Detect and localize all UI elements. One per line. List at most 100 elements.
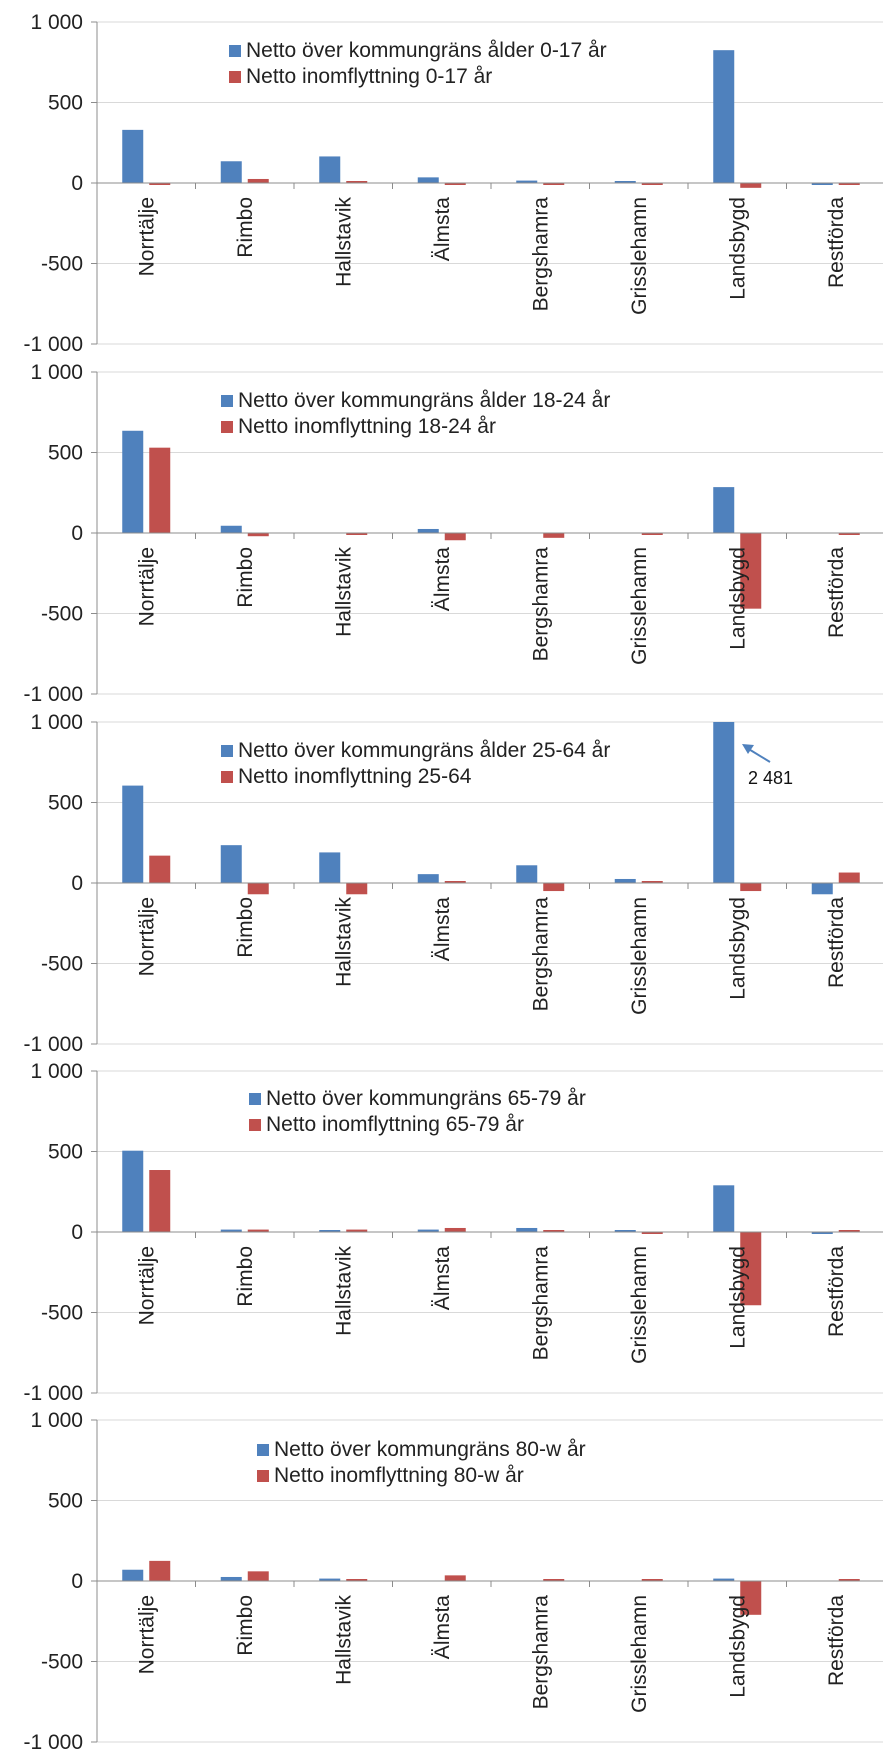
- bar-inomflyttning: [740, 183, 762, 188]
- legend-label: Netto över kommungräns ålder 18-24 år: [238, 389, 610, 412]
- x-category-label: Älmsta: [431, 197, 454, 262]
- annotation-label: 2 481: [748, 768, 793, 788]
- bar-kommungrans: [220, 525, 242, 533]
- y-tick-label: 0: [71, 1221, 83, 1244]
- x-category-label: Norrtälje: [135, 197, 158, 276]
- legend-label: Netto inomflyttning 65-79 år: [266, 1113, 524, 1136]
- bar-inomflyttning: [740, 1581, 762, 1615]
- x-category-label: Norrtälje: [135, 1595, 158, 1674]
- legend-swatch: [257, 1444, 269, 1456]
- bar-kommungrans: [417, 874, 439, 883]
- bar-kommungrans: [319, 156, 341, 183]
- x-category-label: Norrtälje: [135, 1246, 158, 1325]
- legend-label: Netto inomflyttning 80-w år: [274, 1464, 524, 1487]
- x-category-label: Älmsta: [431, 547, 454, 612]
- bar-kommungrans: [122, 785, 144, 883]
- legend-swatch: [221, 745, 233, 757]
- x-category-label: Älmsta: [431, 897, 454, 962]
- x-category-label: Rimbo: [234, 1595, 257, 1656]
- x-category-label: Landsbygd: [726, 897, 749, 1000]
- y-tick-label: 500: [48, 1490, 83, 1513]
- x-category-label: Bergshamra: [529, 547, 552, 662]
- y-tick-label: 1 000: [30, 361, 83, 384]
- bar-kommungrans: [122, 1569, 144, 1581]
- legend-label: Netto över kommungräns 80-w år: [274, 1438, 586, 1461]
- x-category-label: Landsbygd: [726, 547, 749, 650]
- bar-inomflyttning: [149, 1170, 171, 1232]
- x-category-label: Rimbo: [234, 897, 257, 958]
- bar-inomflyttning: [444, 1575, 466, 1581]
- bar-kommungrans: [417, 1229, 439, 1232]
- x-category-label: Landsbygd: [726, 1246, 749, 1349]
- legend-label: Netto över kommungräns 65-79 år: [266, 1087, 586, 1110]
- y-tick-label: 1 000: [30, 1409, 83, 1432]
- bar-inomflyttning: [740, 883, 762, 892]
- x-category-label: Bergshamra: [529, 197, 552, 312]
- x-category-label: Hallstavik: [332, 197, 355, 287]
- bar-inomflyttning: [543, 533, 565, 538]
- bar-kommungrans: [516, 1227, 538, 1232]
- bar-inomflyttning: [149, 855, 171, 883]
- bar-kommungrans: [220, 1576, 242, 1581]
- bar-kommungrans: [811, 183, 833, 185]
- bar-kommungrans: [122, 129, 144, 183]
- y-tick-label: 1 000: [30, 711, 83, 734]
- x-category-label: Bergshamra: [529, 1246, 552, 1361]
- bar-inomflyttning: [543, 1579, 565, 1581]
- y-tick-label: 0: [71, 172, 83, 195]
- bar-inomflyttning: [543, 883, 565, 892]
- bar-kommungrans: [319, 1578, 341, 1581]
- legend-swatch: [221, 771, 233, 783]
- y-tick-label: 1 000: [30, 11, 83, 34]
- bar-inomflyttning: [444, 881, 466, 883]
- bar-inomflyttning: [149, 183, 171, 185]
- legend-swatch: [221, 395, 233, 407]
- bar-inomflyttning: [641, 1232, 663, 1234]
- bar-inomflyttning: [247, 178, 269, 183]
- bar-inomflyttning: [543, 183, 565, 185]
- bar-inomflyttning: [444, 183, 466, 185]
- bar-inomflyttning: [149, 1560, 171, 1581]
- x-category-label: Grisslehamn: [628, 897, 651, 1015]
- y-tick-label: -500: [41, 953, 83, 976]
- bar-kommungrans: [220, 845, 242, 883]
- chart-panel-4: 1 000 500 0 -500 -1 000 Norrtälje Rimbo Hallsta…: [23, 1060, 883, 1405]
- y-tick-label: -1 000: [23, 1033, 83, 1056]
- bar-inomflyttning: [247, 883, 269, 895]
- x-category-label: Rimbo: [234, 547, 257, 608]
- bar-kommungrans: [811, 1232, 833, 1234]
- bar-inomflyttning: [346, 1579, 368, 1581]
- bar-inomflyttning: [838, 1230, 860, 1232]
- bar-inomflyttning: [543, 1230, 565, 1232]
- y-tick-label: -500: [41, 603, 83, 626]
- x-category-label: Hallstavik: [332, 897, 355, 987]
- bar-inomflyttning: [838, 1579, 860, 1581]
- y-tick-label: 500: [48, 92, 83, 115]
- bar-kommungrans: [417, 177, 439, 183]
- bar-inomflyttning: [838, 872, 860, 883]
- y-tick-label: -1 000: [23, 1731, 83, 1754]
- bar-kommungrans: [614, 1230, 636, 1232]
- bar-inomflyttning: [247, 533, 269, 537]
- bar-kommungrans: [713, 1578, 735, 1581]
- legend-swatch: [249, 1119, 261, 1131]
- y-tick-label: -500: [41, 1302, 83, 1325]
- bar-kommungrans: [811, 883, 833, 895]
- legend-label: Netto inomflyttning 0-17 år: [246, 65, 492, 88]
- legend-swatch: [229, 45, 241, 57]
- legend-label: Netto inomflyttning 18-24 år: [238, 415, 496, 438]
- chart-panel-5: 1 000 500 0 -500 -1 000 Norrtälje Rimbo Hallsta…: [23, 1409, 883, 1754]
- bar-inomflyttning: [641, 881, 663, 883]
- bar-kommungrans: [122, 430, 144, 533]
- x-category-label: Älmsta: [431, 1595, 454, 1660]
- y-tick-label: -1 000: [23, 683, 83, 706]
- x-category-label: Hallstavik: [332, 1595, 355, 1685]
- y-tick-label: 500: [48, 442, 83, 465]
- bar-kommungrans: [417, 528, 439, 533]
- y-tick-label: -1 000: [23, 333, 83, 356]
- y-tick-label: -1 000: [23, 1382, 83, 1405]
- bar-inomflyttning: [444, 1227, 466, 1232]
- bar-kommungrans: [516, 180, 538, 183]
